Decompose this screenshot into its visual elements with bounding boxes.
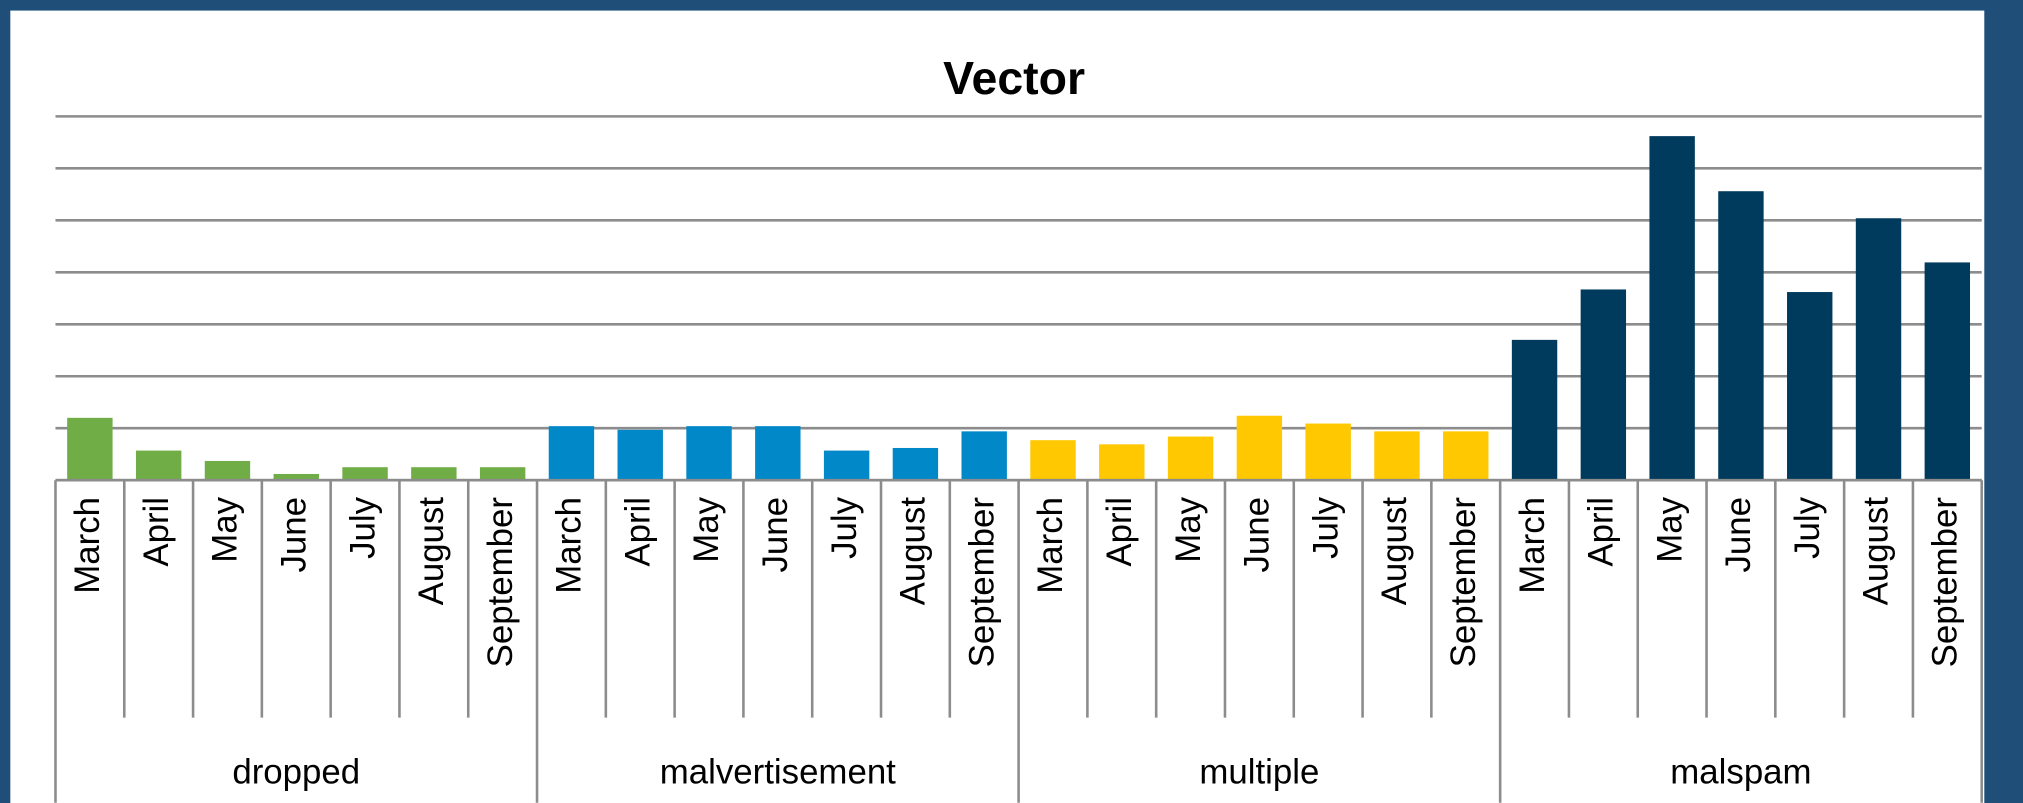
bar [1374, 431, 1420, 481]
group-label: multiple [1199, 753, 1319, 792]
bar [135, 450, 182, 481]
x-tick-label: July [1788, 496, 1827, 559]
x-tick-label: March [68, 497, 107, 594]
bar [1030, 440, 1076, 481]
chart-title: Vector [943, 52, 1085, 104]
x-tick-label: June [274, 497, 313, 573]
x-tick-label: September [962, 497, 1001, 668]
x-tick-label: July [1306, 496, 1345, 559]
x-tick-label: September [481, 497, 520, 668]
bar [1443, 431, 1489, 481]
bar [1511, 339, 1558, 481]
x-tick-label: May [206, 496, 245, 562]
bar [1924, 262, 1971, 481]
bar [273, 473, 319, 481]
x-tick-label: March [1513, 497, 1552, 594]
bar [1099, 444, 1145, 481]
x-tick-label: May [1650, 496, 1689, 562]
bar [67, 417, 113, 481]
x-tick-label: August [1375, 497, 1414, 606]
x-tick-label: June [1238, 497, 1277, 573]
group-label: dropped [232, 753, 360, 792]
bar [892, 447, 939, 481]
bar [1305, 423, 1351, 481]
bar [1236, 415, 1283, 481]
bar [961, 431, 1007, 481]
x-tick-label: July [825, 496, 864, 559]
bar [1787, 292, 1833, 481]
bar [342, 467, 388, 481]
x-tick-label: July [343, 496, 382, 559]
x-tick-label: May [1169, 496, 1208, 562]
bar [548, 426, 595, 481]
x-tick-label: April [1582, 497, 1621, 567]
bar [1855, 218, 1902, 481]
x-tick-label: August [1857, 497, 1896, 606]
bar [1718, 191, 1764, 481]
x-tick-label: March [1031, 497, 1070, 594]
bar [1649, 136, 1695, 481]
x-tick-label: August [412, 497, 451, 606]
x-tick-label: April [1100, 497, 1139, 567]
x-tick-label: September [1926, 497, 1965, 668]
bar [479, 467, 526, 481]
x-tick-label: September [1444, 497, 1483, 668]
x-tick-label: June [756, 497, 795, 573]
x-tick-label: April [618, 497, 657, 567]
group-label: malvertisement [660, 753, 896, 792]
bar [204, 460, 251, 481]
x-tick-label: August [894, 497, 933, 606]
bar [686, 426, 732, 481]
x-tick-label: June [1719, 497, 1758, 573]
bar [1167, 436, 1214, 481]
x-tick-label: April [137, 497, 176, 567]
bar [1580, 289, 1627, 481]
x-tick-label: March [550, 497, 589, 594]
bar [755, 426, 801, 481]
bar [411, 467, 457, 481]
bar [617, 429, 663, 481]
bar [823, 450, 870, 481]
group-label: malspam [1670, 753, 1811, 792]
x-tick-label: May [687, 496, 726, 562]
